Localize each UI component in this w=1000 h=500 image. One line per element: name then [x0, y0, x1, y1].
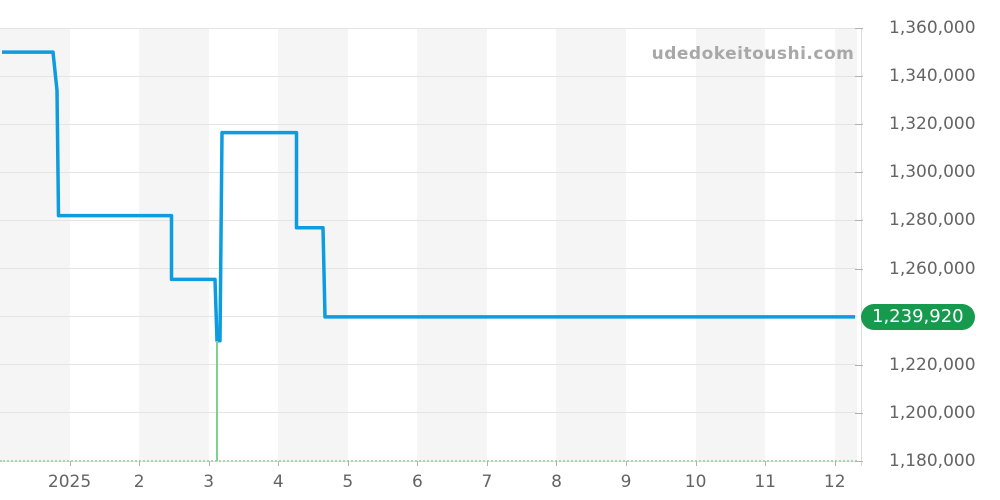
grid-line [0, 123, 857, 125]
x-tick-mark [486, 461, 488, 466]
y-tick-mark [855, 28, 863, 29]
grid-line [0, 364, 857, 366]
x-axis-label: 5 [342, 472, 354, 492]
y-axis-label: 1,320,000 [889, 114, 976, 135]
x-axis-label: 4 [272, 472, 284, 492]
y-tick-mark [855, 220, 863, 222]
low-point-marker-line [216, 340, 219, 461]
y-axis-label: 1,180,000 [889, 451, 976, 471]
grid-line [0, 219, 857, 221]
x-axis-label: 10 [684, 472, 707, 492]
y-axis-label: 1,360,000 [889, 18, 976, 38]
x-axis-label: 7 [481, 472, 493, 492]
y-tick-mark [855, 76, 863, 78]
current-price-badge: 1,239,920 [861, 303, 975, 330]
month-band [278, 28, 348, 461]
x-tick-mark [417, 461, 419, 466]
month-band [695, 28, 766, 461]
y-axis-line [861, 28, 862, 466]
grid-line [0, 412, 857, 414]
x-tick-mark [139, 461, 141, 466]
x-axis-label: 11 [754, 472, 776, 492]
x-tick-mark [347, 461, 349, 466]
month-band [139, 28, 209, 461]
y-tick-mark [855, 124, 863, 126]
grid-line [0, 75, 857, 77]
y-axis-label: 1,260,000 [889, 258, 976, 279]
x-tick-mark [765, 461, 767, 466]
x-tick-mark [208, 461, 210, 466]
x-tick-mark [695, 461, 697, 466]
month-band [834, 28, 857, 461]
x-tick-mark [834, 461, 836, 466]
month-band [556, 28, 627, 461]
price-line-layer [2, 50, 856, 343]
y-tick-mark [855, 412, 863, 414]
x-tick-mark [278, 461, 280, 466]
plot-area[interactable] [0, 27, 857, 462]
y-axis-label: 1,220,000 [889, 354, 976, 375]
grid-line [0, 27, 857, 29]
y-tick-mark [855, 461, 863, 462]
x-axis-label: 3 [203, 472, 215, 492]
y-tick-mark [855, 364, 863, 366]
grid-line [0, 268, 857, 270]
grid-line [0, 171, 857, 173]
x-axis-label: 6 [411, 472, 423, 492]
y-axis-label: 1,340,000 [889, 66, 976, 87]
x-tick-mark [626, 461, 628, 466]
x-tick-mark [556, 461, 558, 466]
month-band [417, 28, 487, 461]
y-axis-label: 1,300,000 [889, 162, 976, 183]
watermark: udedokeitoushi.com [651, 44, 855, 64]
x-axis-label: 8 [551, 472, 562, 492]
y-tick-mark [855, 172, 863, 174]
price-line [2, 50, 856, 343]
x-tick-mark [69, 461, 71, 466]
x-axis-label: 2 [133, 472, 145, 492]
y-axis-label: 1,200,000 [889, 402, 976, 423]
x-axis-line [0, 460, 857, 462]
x-axis-label: 2025 [47, 472, 92, 492]
x-axis-label: 12 [823, 472, 846, 492]
y-axis-label: 1,280,000 [889, 210, 976, 231]
x-axis-label: 9 [620, 472, 632, 492]
y-tick-mark [855, 268, 863, 270]
